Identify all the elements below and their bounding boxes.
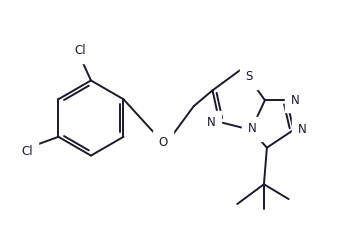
Text: S: S (245, 70, 252, 83)
Text: N: N (207, 116, 215, 129)
Text: N: N (298, 123, 306, 136)
Text: Cl: Cl (74, 44, 86, 57)
Text: O: O (159, 136, 168, 149)
Text: Cl: Cl (21, 145, 33, 158)
Text: N: N (248, 122, 256, 135)
Text: N: N (291, 94, 299, 107)
